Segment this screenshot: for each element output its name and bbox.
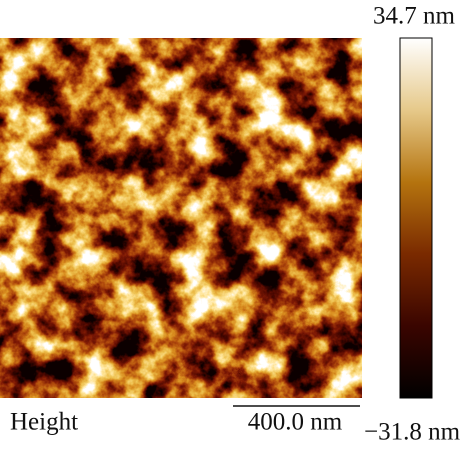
colorbar [399,37,433,399]
colorbar-max-label: 34.7 nm [373,3,456,30]
afm-height-image [0,38,362,398]
image-label: Height [10,409,78,436]
scale-bar-label: 400.0 nm [248,409,343,436]
colorbar-min-label: −31.8 nm [364,419,461,446]
